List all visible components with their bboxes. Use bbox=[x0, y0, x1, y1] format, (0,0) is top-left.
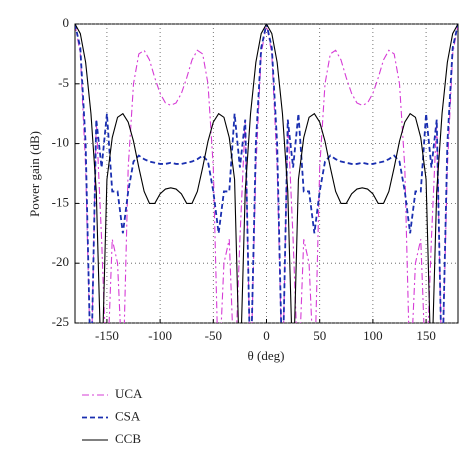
y-tick-label: -15 bbox=[52, 194, 69, 209]
series-line bbox=[75, 24, 458, 323]
plot-area bbox=[75, 24, 458, 323]
x-tick-label: 50 bbox=[313, 328, 326, 343]
y-axis-label: Power gain (dB) bbox=[27, 131, 42, 217]
y-tick-label: -20 bbox=[52, 254, 69, 269]
series-line bbox=[75, 24, 458, 323]
legend-label: UCA bbox=[115, 386, 143, 401]
series-line bbox=[75, 24, 458, 323]
x-axis-label: θ (deg) bbox=[248, 348, 285, 363]
legend-label: CSA bbox=[115, 408, 141, 423]
y-tick-label: -25 bbox=[52, 314, 69, 329]
x-tick-label: -150 bbox=[95, 328, 119, 343]
x-tick-label: -50 bbox=[205, 328, 222, 343]
y-tick-label: -5 bbox=[58, 75, 69, 90]
legend-label: CCB bbox=[115, 431, 141, 446]
x-tick-label: -100 bbox=[148, 328, 172, 343]
x-tick-label: 100 bbox=[363, 328, 383, 343]
x-tick-label: 0 bbox=[263, 328, 270, 343]
x-tick-label: 150 bbox=[416, 328, 436, 343]
y-tick-label: 0 bbox=[63, 15, 70, 30]
y-tick-label: -10 bbox=[52, 135, 69, 150]
